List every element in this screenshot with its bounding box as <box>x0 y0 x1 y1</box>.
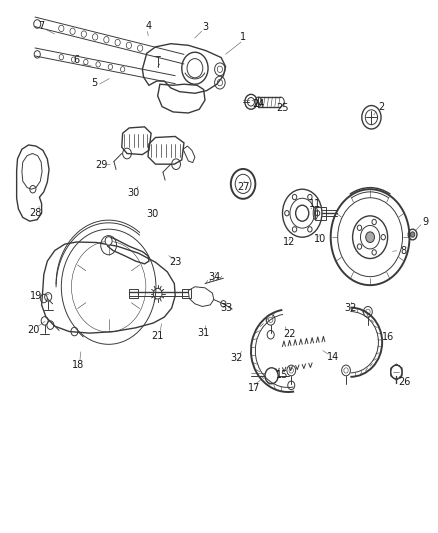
Text: 28: 28 <box>30 208 42 218</box>
Text: 3: 3 <box>203 22 209 31</box>
Text: 8: 8 <box>400 246 406 255</box>
Text: 34: 34 <box>208 272 221 282</box>
Text: 32: 32 <box>344 303 357 313</box>
Text: 21: 21 <box>152 331 164 341</box>
Bar <box>182 289 191 298</box>
Text: 7: 7 <box>39 21 45 30</box>
Text: 17: 17 <box>248 383 260 393</box>
Circle shape <box>105 237 112 245</box>
Text: 15: 15 <box>276 370 289 379</box>
Circle shape <box>410 232 415 237</box>
Text: 31: 31 <box>198 328 210 337</box>
Text: 2: 2 <box>378 102 384 111</box>
Text: 26: 26 <box>398 377 410 387</box>
Text: 16: 16 <box>381 332 394 342</box>
Text: 20: 20 <box>28 326 40 335</box>
Circle shape <box>366 232 374 243</box>
Text: 18: 18 <box>72 360 84 369</box>
Text: 1: 1 <box>240 33 246 42</box>
Text: 14: 14 <box>327 352 339 362</box>
Text: 11: 11 <box>309 199 321 208</box>
Bar <box>129 289 138 298</box>
Text: 30: 30 <box>146 209 159 219</box>
Text: 10: 10 <box>314 234 326 244</box>
Text: 4: 4 <box>146 21 152 30</box>
Text: 32: 32 <box>230 353 243 363</box>
Text: 25: 25 <box>276 103 289 112</box>
Bar <box>315 207 326 220</box>
Text: 9: 9 <box>423 217 429 227</box>
Text: 33: 33 <box>221 303 233 313</box>
Text: 23: 23 <box>169 257 181 267</box>
Text: 24: 24 <box>252 99 265 109</box>
Text: 12: 12 <box>283 237 295 247</box>
Text: 29: 29 <box>95 160 108 170</box>
Text: 19: 19 <box>30 292 42 301</box>
Text: 27: 27 <box>237 182 249 191</box>
Text: 6: 6 <box>74 55 80 65</box>
Text: 5: 5 <box>91 78 97 87</box>
Text: 30: 30 <box>127 188 140 198</box>
Text: 22: 22 <box>283 329 295 338</box>
